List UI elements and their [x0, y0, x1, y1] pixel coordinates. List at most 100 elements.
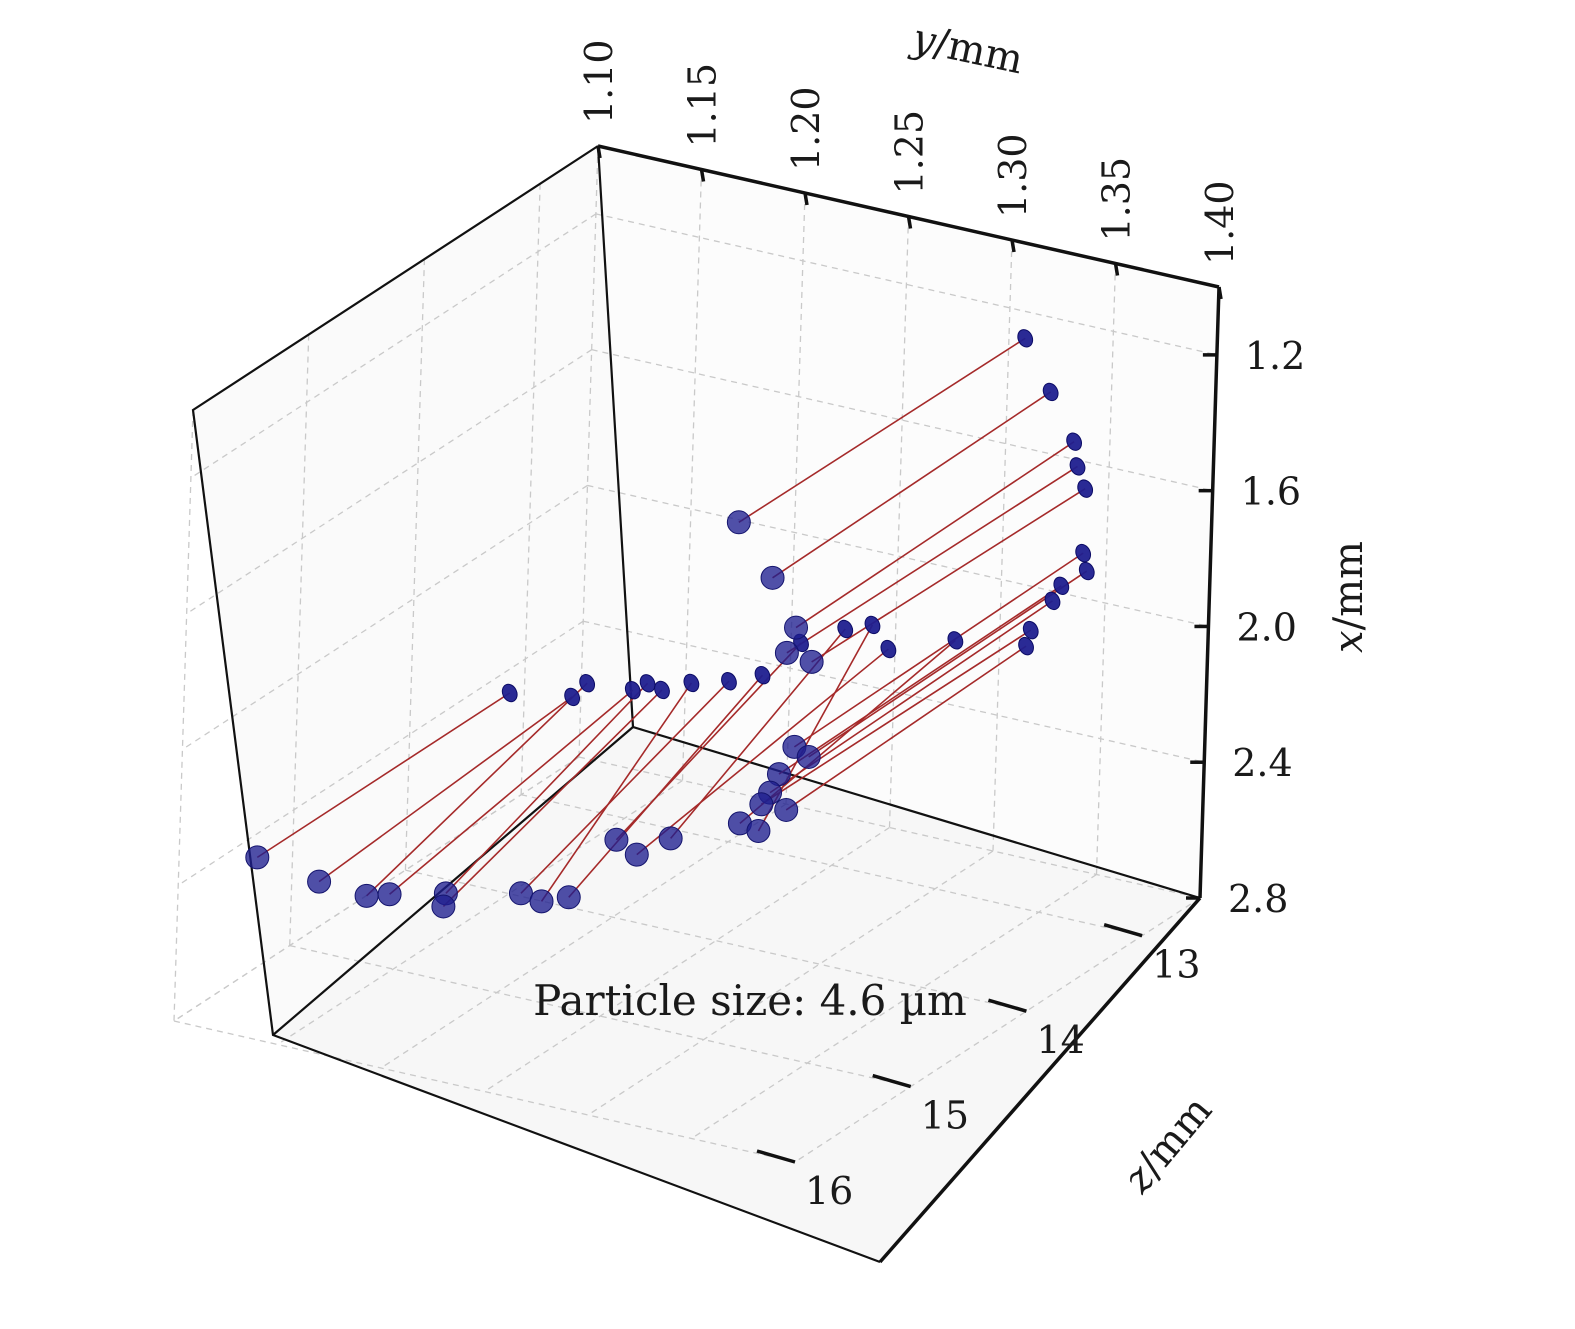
grid-line-left-z	[289, 334, 310, 946]
trajectory-line	[738, 337, 1026, 523]
trajectory-line	[793, 552, 1084, 748]
grid-line-floor-z	[520, 794, 1143, 937]
start-point	[654, 680, 670, 700]
start-point	[1044, 591, 1061, 611]
start-point	[501, 683, 518, 703]
grid-line-left-z	[404, 259, 426, 871]
trajectory-line	[442, 689, 663, 908]
trajectory-line	[540, 682, 693, 902]
end-point	[760, 565, 785, 590]
x-axis-line	[1198, 286, 1221, 899]
trajectory-line	[786, 465, 1078, 654]
grid-line-back-y	[785, 192, 806, 805]
trajectory-line	[520, 680, 730, 894]
trajectory-line	[256, 692, 511, 859]
trajectory-line	[636, 648, 889, 856]
end-point	[431, 894, 456, 919]
end-point	[604, 827, 629, 852]
grid-line-back-x	[591, 349, 1213, 492]
grid-line-left-z	[173, 409, 194, 1022]
end-point	[377, 882, 402, 907]
start-point	[1069, 457, 1086, 476]
grid-line-back-y	[1095, 263, 1117, 875]
axis-ticks: 1.10 1.15 1.20 1.25 1.30 1.35 1.40 1.2 1.6 2.0 2.4…	[577, 39, 1305, 1213]
grid-line-left-x	[173, 756, 580, 1022]
end-point	[508, 881, 533, 906]
start-point	[837, 619, 854, 639]
y-tick-label: 1.20	[784, 86, 828, 171]
trajectory-line	[778, 585, 1062, 775]
start-point	[1075, 543, 1092, 563]
end-point	[746, 818, 771, 843]
grid-line-left-z	[520, 183, 541, 795]
grid-line-floor-y	[380, 803, 787, 1069]
start-point	[1078, 561, 1095, 581]
y-tick-label: 1.40	[1198, 180, 1242, 265]
y-tick-mark	[1010, 239, 1016, 253]
x-tick-label: 2.8	[1228, 877, 1288, 921]
grid-line-back-x	[595, 213, 1218, 356]
y-tick-mark	[803, 192, 809, 206]
end-point	[796, 744, 821, 769]
floor-pane	[273, 727, 1200, 1262]
y-tick-mark	[596, 145, 602, 159]
grid-line-floor-y	[277, 779, 683, 1046]
grid-line-left-x	[186, 349, 593, 615]
start-point	[639, 674, 656, 693]
trajectory-line	[795, 441, 1075, 629]
end-point	[354, 883, 379, 908]
start-point	[1017, 329, 1034, 348]
z-tick-mark	[987, 998, 1027, 1013]
end-point	[774, 640, 799, 665]
grid-line-floor-y	[794, 897, 1201, 1163]
end-point	[624, 842, 649, 867]
grid-line-back-y	[578, 145, 599, 758]
z-tick-mark	[756, 1149, 796, 1164]
end-point	[749, 792, 774, 817]
back-pane	[598, 146, 1219, 898]
grid-line-back-y	[888, 216, 910, 828]
start-point	[754, 666, 771, 685]
start-point	[1022, 620, 1039, 640]
z-axis-line	[878, 896, 1202, 1264]
y-tick-label: 1.30	[991, 133, 1035, 218]
start-point	[880, 639, 897, 659]
grid-line-back-x	[578, 756, 1201, 899]
end-point	[307, 869, 332, 894]
start-point	[683, 673, 700, 693]
trajectory-line	[811, 487, 1086, 663]
trajectory-line	[445, 682, 649, 894]
y-tick-label: 1.25	[888, 110, 932, 195]
x-tick-label: 2.4	[1232, 741, 1292, 785]
grid-line-back-x	[587, 484, 1209, 628]
x-tick-label: 2.0	[1236, 605, 1296, 649]
trajectory-line	[318, 696, 573, 883]
particle-size-annotation: Particle size: 4.6 µm	[533, 976, 967, 1025]
grid-line-floor-z	[289, 944, 911, 1088]
grid-line-floor-y	[691, 873, 1097, 1140]
y-tick-mark	[699, 169, 706, 182]
trajectory-line	[760, 629, 1032, 805]
start-point	[564, 687, 581, 707]
grid-line-left-x	[177, 620, 584, 886]
z-axis-title: z/mm	[1114, 1088, 1221, 1203]
grid-line-left-x	[182, 484, 588, 750]
start-point	[1042, 382, 1059, 402]
z-tick-label: 14	[1036, 1018, 1084, 1062]
grid-line-floor-y	[484, 826, 890, 1093]
frame-left-edges	[191, 145, 881, 1264]
trajectory-line	[366, 682, 588, 897]
start-point	[947, 631, 964, 650]
start-point	[624, 680, 641, 700]
end-point	[799, 649, 824, 674]
y-tick-mark	[1217, 286, 1223, 300]
y-tick-label: 1.15	[681, 63, 725, 148]
z-tick-mark	[872, 1073, 912, 1089]
particle-points	[245, 329, 1095, 919]
grid-line-back-y	[992, 239, 1013, 852]
y-tick-mark	[906, 216, 913, 229]
start-point	[864, 615, 881, 635]
start-point	[1018, 636, 1034, 656]
grid-line-floor-z	[173, 1020, 796, 1163]
trajectory-line	[772, 391, 1052, 579]
